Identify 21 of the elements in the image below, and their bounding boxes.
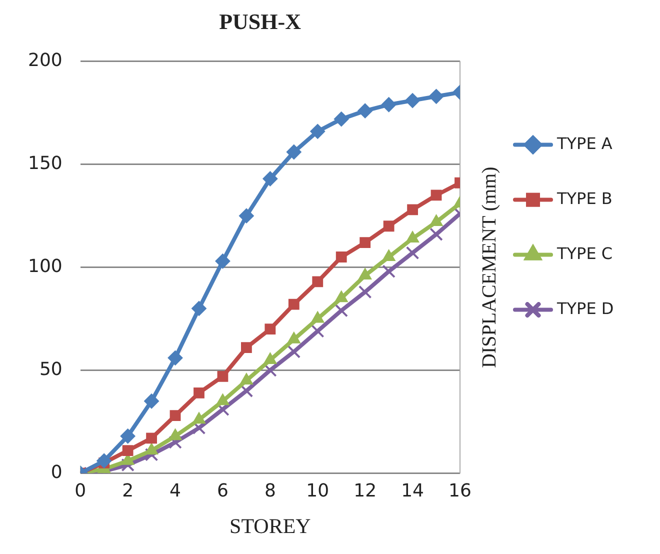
y-tick-label: 150 [28, 153, 62, 174]
y-tick-label: 50 [39, 358, 62, 380]
x-tick-label: 0 [74, 480, 86, 502]
legend-label: TYPE C [556, 244, 613, 263]
x-tick-label: 14 [401, 480, 424, 502]
y-tick-label: 0 [50, 462, 62, 483]
x-tick-label: 4 [170, 480, 181, 502]
chart-title: PUSH-X [219, 8, 302, 34]
x-tick-label: 16 [448, 480, 472, 502]
x-tick-label: 2 [122, 480, 134, 502]
y-tick-label: 100 [28, 256, 62, 277]
x-tick-label: 6 [216, 480, 228, 502]
legend-label: TYPE A [556, 134, 612, 153]
legend-label: TYPE B [556, 188, 612, 208]
x-tick-label: 8 [264, 480, 276, 502]
legend-label: TYPE D [556, 298, 614, 318]
y-axis-title: DISPLACEMENT (mm) [478, 166, 500, 368]
y-tick-label: 200 [28, 50, 62, 72]
x-tick-label: 10 [306, 480, 330, 502]
x-axis-title: STOREY [230, 514, 311, 538]
x-tick-label: 12 [354, 480, 377, 502]
